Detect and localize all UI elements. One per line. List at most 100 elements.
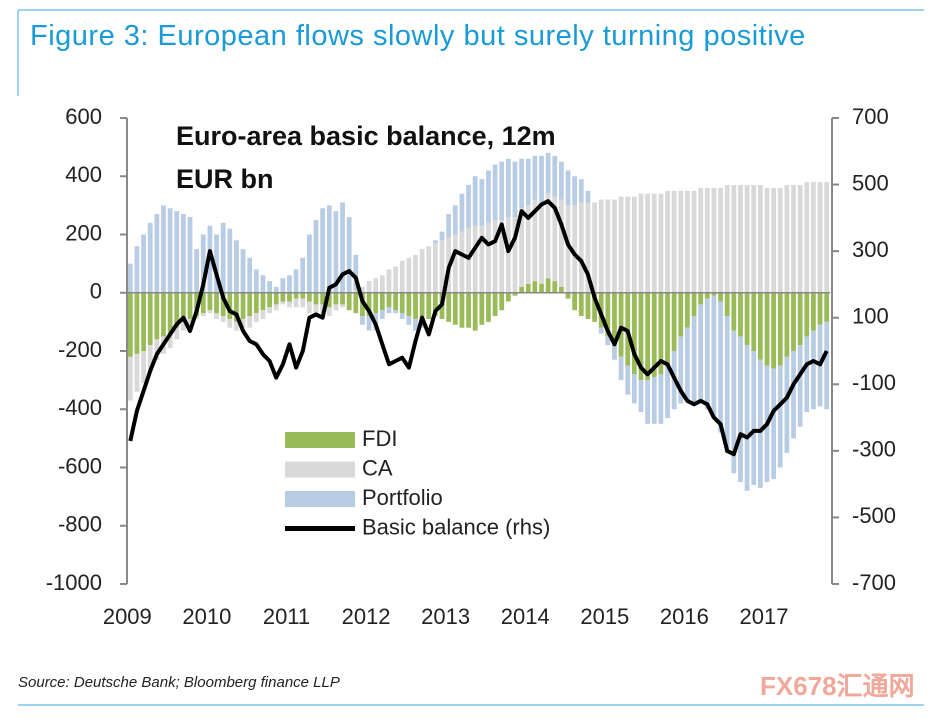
bar-segment xyxy=(260,275,266,293)
bar-segment xyxy=(161,292,166,337)
bar-segment xyxy=(671,190,677,293)
bar-segment xyxy=(379,275,385,293)
bar-segment xyxy=(744,184,750,293)
bar-segment xyxy=(207,292,213,311)
bar-segment xyxy=(492,219,498,293)
bar-segment xyxy=(267,307,272,314)
bar-segment xyxy=(326,205,332,293)
bar-segment xyxy=(777,187,783,293)
bar-segment xyxy=(154,339,160,360)
bar-segment xyxy=(346,217,352,293)
bar-segment xyxy=(559,199,564,287)
bar-segment xyxy=(313,292,319,305)
y-tick-label: -400 xyxy=(58,395,102,420)
bar-segment xyxy=(532,281,538,293)
bar-segment xyxy=(764,292,770,366)
bar-segment xyxy=(525,284,531,293)
bar-segment xyxy=(545,152,551,194)
bar-segment xyxy=(625,365,631,395)
x-tick-label: 2011 xyxy=(263,604,310,629)
bar-segment xyxy=(127,356,133,401)
bar-segment xyxy=(486,170,491,223)
bar-segment xyxy=(757,359,763,488)
bar-segment xyxy=(698,304,704,401)
bar-segment xyxy=(452,234,458,293)
bar-segment xyxy=(333,211,339,293)
bar-segment xyxy=(446,292,452,322)
bar-segment xyxy=(824,292,830,322)
bar-segment xyxy=(439,231,445,241)
bar-segment xyxy=(161,205,166,293)
bar-segment xyxy=(784,184,790,293)
bar-segment xyxy=(545,193,551,279)
bar-segment xyxy=(273,286,279,293)
bar-segment xyxy=(240,318,246,328)
bar-segment xyxy=(459,193,465,232)
bar-segment xyxy=(320,208,326,293)
bar-segment xyxy=(651,193,657,293)
bar-segment xyxy=(658,292,664,375)
bar-segment xyxy=(698,187,704,293)
bar-segment xyxy=(625,196,631,293)
bar-segment xyxy=(240,292,246,319)
y-tick-label: 200 xyxy=(65,220,102,245)
bar-segment xyxy=(565,292,571,299)
bar-segment xyxy=(731,292,737,331)
bar-segment xyxy=(406,257,412,293)
bar-segment xyxy=(452,292,458,325)
bar-segment xyxy=(366,292,372,317)
x-tick-label: 2014 xyxy=(501,604,550,629)
bar-segment xyxy=(214,313,219,319)
bar-segment xyxy=(167,292,173,334)
bar-segment xyxy=(824,321,830,410)
bar-segment xyxy=(479,292,485,325)
bar-segment xyxy=(379,292,385,311)
bar-segment xyxy=(300,298,306,308)
bar-segment xyxy=(479,179,485,226)
bar-segment xyxy=(134,292,140,354)
bar-segment xyxy=(512,161,518,218)
bar-segment xyxy=(519,158,524,209)
bar-segment xyxy=(718,292,723,302)
bar-segment xyxy=(731,330,737,474)
bar-segment xyxy=(180,292,186,322)
bar-segment xyxy=(771,368,777,480)
bar-segment xyxy=(651,292,657,378)
bar-segment xyxy=(505,292,511,302)
bar-segment xyxy=(240,249,246,293)
bar-segment xyxy=(638,292,644,381)
x-tick-label: 2010 xyxy=(182,604,231,629)
bar-segment xyxy=(605,199,611,293)
bar-segment xyxy=(366,281,372,293)
bar-segment xyxy=(353,254,359,290)
y2-tick-label: -500 xyxy=(852,503,896,528)
bar-segment xyxy=(572,292,578,311)
bar-segment xyxy=(784,292,790,357)
bar-segment xyxy=(731,184,737,293)
x-tick-label: 2017 xyxy=(740,604,789,629)
bar-segment xyxy=(333,292,339,305)
bar-segment xyxy=(499,161,505,220)
bar-segment xyxy=(353,292,359,314)
bar-segment xyxy=(134,246,140,293)
bar-segment xyxy=(539,202,544,285)
bar-segment xyxy=(598,199,604,293)
x-tick-label: 2012 xyxy=(342,604,391,629)
bar-segment xyxy=(439,240,445,293)
bar-segment xyxy=(300,292,306,299)
bar-segment xyxy=(578,292,584,317)
y2-tick-label: 100 xyxy=(852,304,889,329)
bar-segment xyxy=(612,292,617,346)
bar-segment xyxy=(665,292,670,366)
bar-segment xyxy=(738,184,743,293)
bar-segment xyxy=(419,249,425,293)
bar-segment xyxy=(618,196,624,293)
bar-segment xyxy=(691,316,697,404)
bar-segment xyxy=(757,184,763,293)
bar-segment xyxy=(280,292,286,302)
bar-segment xyxy=(313,304,319,317)
bar-segment xyxy=(227,292,233,319)
bar-segment xyxy=(147,222,153,293)
title-box: Figure 3: European flows slowly but sure… xyxy=(30,20,805,52)
bar-segment xyxy=(466,184,471,229)
